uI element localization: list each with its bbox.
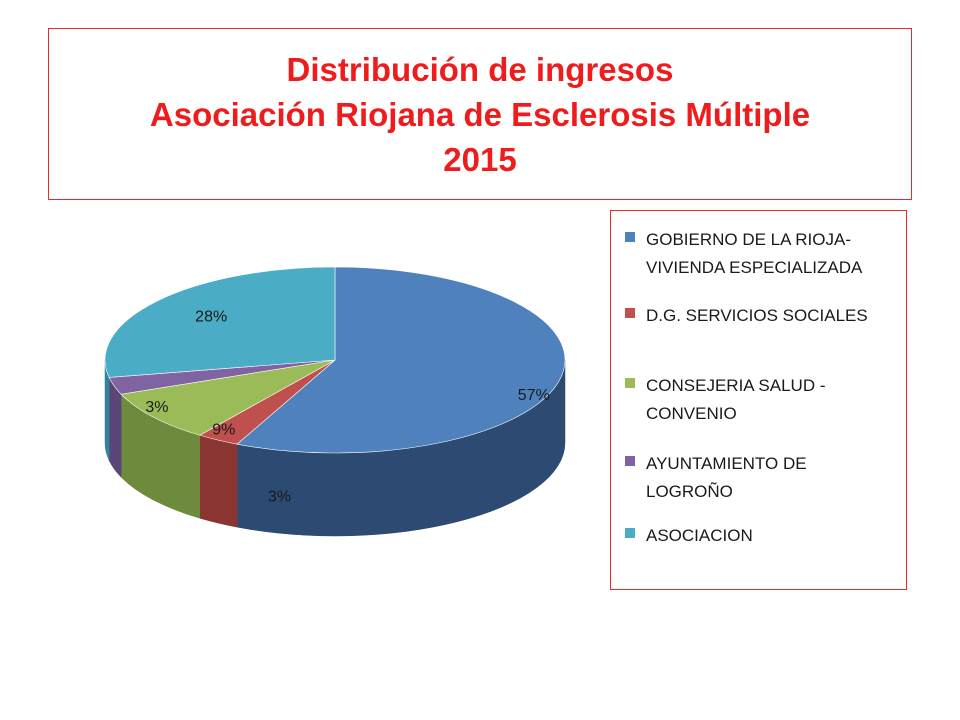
pie-label-ayuntamiento-logrono: 3% [145,399,168,416]
pie-label-consejeria-salud: 9% [212,421,235,438]
legend-label: CONSEJERIA SALUD - CONVENIO [646,376,826,423]
pie-slice-asociacion [104,266,336,378]
legend-swatch [625,378,635,388]
pie-slice-gobierno-rioja [236,266,566,454]
pie-label-asociacion: 28% [195,309,227,326]
legend-label: AYUNTAMIENTO DE LOGROÑO [646,454,807,501]
chart-title: Distribución de ingresos Asociación Rioj… [48,28,912,200]
legend-swatch [625,308,635,318]
legend-swatch [625,456,635,466]
chart-title-line-1: Distribución de ingresos [286,50,674,88]
legend-swatch [625,232,635,242]
legend-label: ASOCIACION [646,526,753,545]
chart-title-line-2: Asociación Riojana de Esclerosis Múltipl… [149,95,811,133]
pie-label-gobierno-rioja: 57% [518,387,550,404]
legend-swatch [625,528,635,538]
pie-side-servicios-sociales [199,434,238,528]
legend-label: D.G. SERVICIOS SOCIALES [646,306,868,325]
pie-labels: 57% 3% 9% 3% 28% [145,309,549,506]
pie-label-servicios-sociales: 3% [268,489,291,506]
legend-label: GOBIERNO DE LA RIOJA- VIVIENDA ESPECIALI… [646,230,863,277]
legend: GOBIERNO DE LA RIOJA- VIVIENDA ESPECIALI… [610,210,907,590]
pie-slice-consejeria-salud [120,359,336,436]
chart-title-line-3: 2015 [443,140,517,178]
pie-slices [104,266,566,454]
